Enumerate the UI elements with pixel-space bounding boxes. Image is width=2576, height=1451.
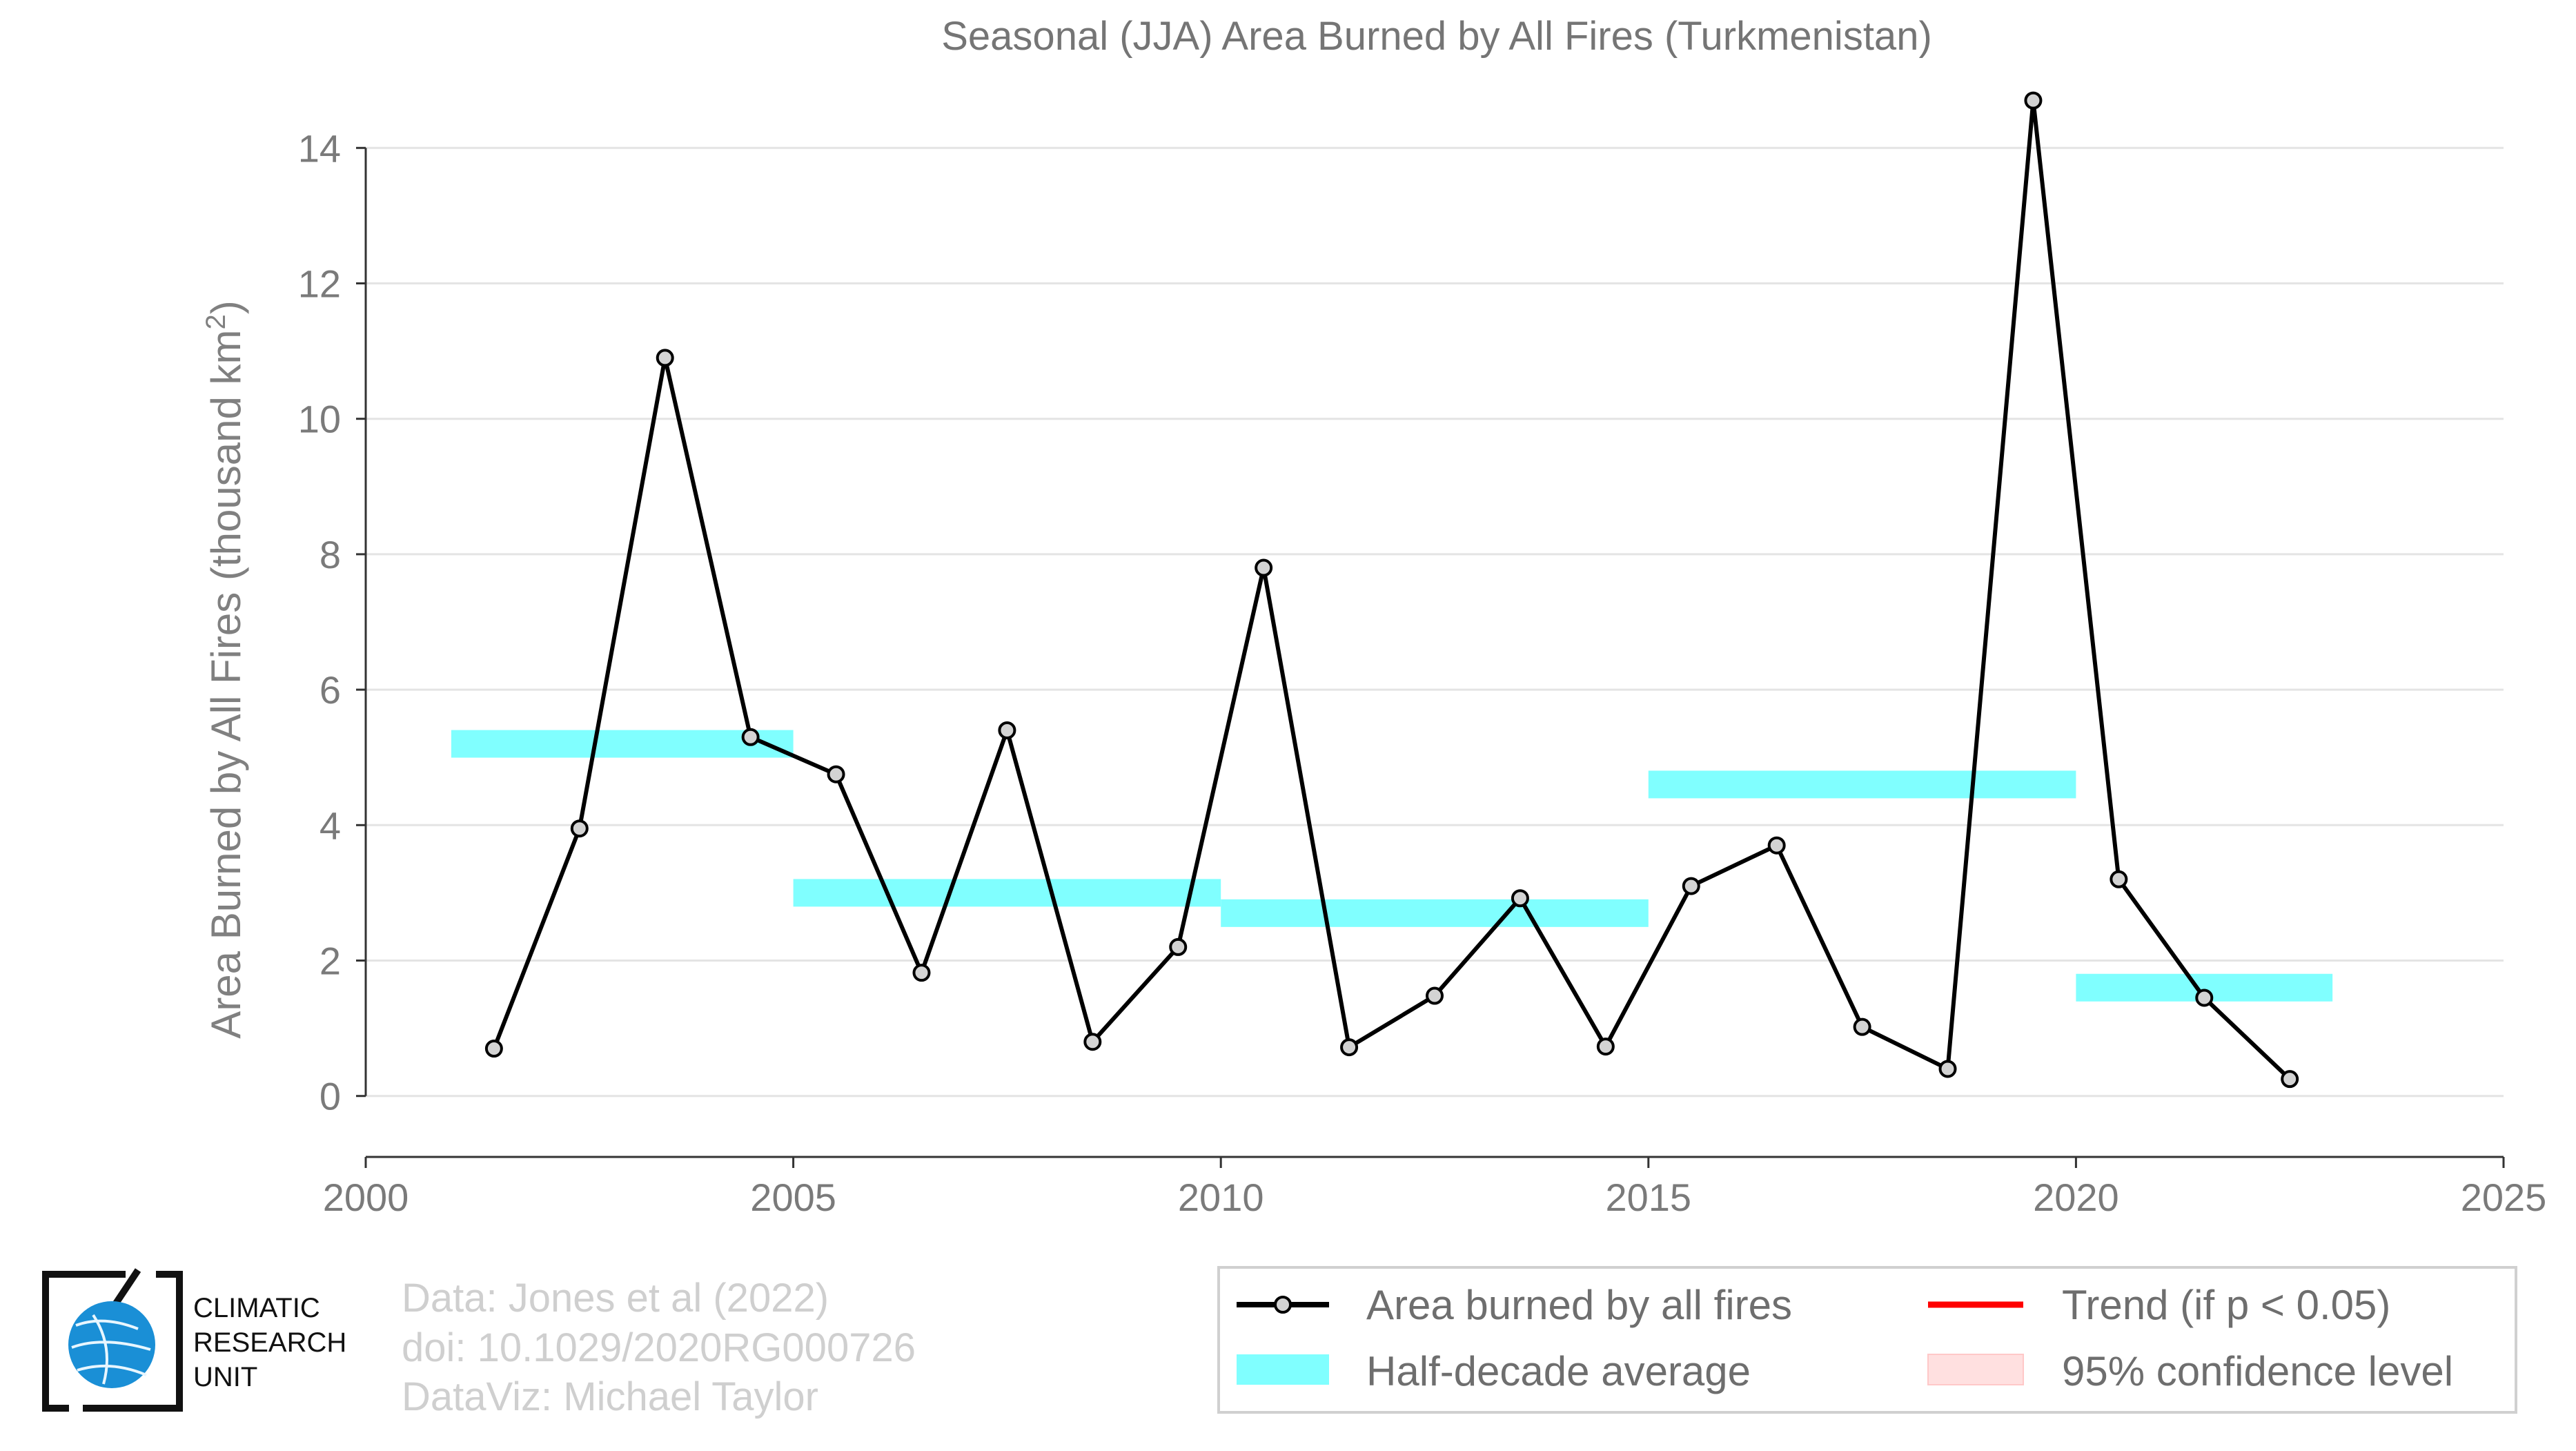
area-burned-point-6 bbox=[998, 721, 1016, 739]
y-tick-label-12: 12 bbox=[298, 262, 341, 305]
area-burned-point-4 bbox=[827, 765, 845, 783]
area-burned-point-18 bbox=[2024, 91, 2043, 110]
half-decade-bar-2 bbox=[1221, 899, 1649, 927]
area-burned-point-5 bbox=[912, 964, 931, 982]
x-tick-label-2025: 2025 bbox=[2461, 1176, 2547, 1219]
x-tick-label-2005: 2005 bbox=[750, 1176, 836, 1219]
area-burned-point-20 bbox=[2195, 989, 2214, 1007]
area-burned-point-15 bbox=[1767, 836, 1786, 855]
area-burned-line bbox=[492, 98, 2292, 1081]
area-burned-point-2 bbox=[656, 349, 674, 367]
area-burned-point-8 bbox=[1169, 937, 1188, 956]
x-tick-label-2020: 2020 bbox=[2033, 1176, 2119, 1219]
y-tick-label-10: 10 bbox=[298, 398, 341, 441]
area-burned-point-1 bbox=[570, 819, 589, 838]
legend-swatch-half-decade bbox=[1237, 1354, 1329, 1385]
area-burned-point-17 bbox=[1938, 1060, 1957, 1078]
chart-title: Seasonal (JJA) Area Burned by All Fires … bbox=[941, 14, 1932, 59]
legend-swatch-confidence bbox=[1927, 1354, 2024, 1385]
logo-bracket-left bbox=[42, 1271, 126, 1412]
y-axis: 0 2 4 6 8 10 12 14 bbox=[298, 126, 367, 1118]
y-axis-label: Area Burned by All Fires (thousand km2) bbox=[201, 300, 249, 1038]
area-burned-point-9 bbox=[1255, 558, 1273, 577]
area-burned-point-0 bbox=[484, 1040, 503, 1058]
legend-label-confidence: 95% confidence level bbox=[2062, 1348, 2453, 1394]
y-tick-label-14: 14 bbox=[298, 126, 341, 170]
credit-dataviz: DataViz: Michael Taylor bbox=[402, 1374, 818, 1419]
area-burned-point-10 bbox=[1340, 1038, 1359, 1057]
legend-frame bbox=[1217, 1266, 2517, 1414]
half-decade-bar-0 bbox=[451, 730, 794, 758]
area-burned-point-21 bbox=[2281, 1070, 2299, 1089]
grid-lines bbox=[366, 146, 2504, 1098]
area-burned-point-3 bbox=[741, 728, 760, 746]
area-burned-point-14 bbox=[1682, 877, 1700, 895]
legend: Area burned by all fires Trend (if p < 0… bbox=[1217, 1266, 2517, 1414]
y-axis-label-sup: 2 bbox=[201, 314, 231, 329]
area-burned-point-11 bbox=[1426, 986, 1444, 1005]
logo-text-unit: UNIT bbox=[193, 1362, 257, 1392]
legend-label-trend: Trend (if p < 0.05) bbox=[2062, 1282, 2390, 1328]
area-burned-point-7 bbox=[1083, 1033, 1102, 1051]
y-tick-label-2: 2 bbox=[319, 939, 341, 983]
logo-bracket-right bbox=[83, 1271, 183, 1412]
legend-label-area-burned: Area burned by all fires bbox=[1366, 1282, 1792, 1328]
half-decade-bar-1 bbox=[793, 879, 1221, 907]
area-burned-series bbox=[484, 91, 2299, 1089]
y-tick-label-4: 4 bbox=[319, 804, 341, 847]
logo-text-research: RESEARCH bbox=[193, 1327, 346, 1358]
credit-doi: doi: 10.1029/2020RG000726 bbox=[402, 1325, 916, 1370]
cru-logo: CLIMATIC RESEARCH UNIT bbox=[42, 1268, 346, 1412]
credit-data: Data: Jones et al (2022) bbox=[402, 1276, 829, 1321]
y-axis-label-main: Area Burned by All Fires (thousand km bbox=[203, 330, 249, 1039]
x-axis: 2000 2005 2010 2015 2020 2025 bbox=[323, 1156, 2547, 1219]
x-tick-label-2000: 2000 bbox=[323, 1176, 409, 1219]
logo-globe-lines bbox=[71, 1314, 151, 1385]
y-tick-label-8: 8 bbox=[319, 533, 341, 576]
x-tick-label-2015: 2015 bbox=[1606, 1176, 1692, 1219]
x-tick-label-2010: 2010 bbox=[1178, 1176, 1264, 1219]
area-burned-point-19 bbox=[2110, 870, 2128, 888]
area-burned-point-12 bbox=[1511, 889, 1529, 908]
area-burned-point-16 bbox=[1853, 1017, 1871, 1036]
half-decade-bar-3 bbox=[1648, 770, 2076, 799]
y-axis-label-close: ) bbox=[203, 300, 249, 314]
legend-marker-area-burned bbox=[1274, 1296, 1292, 1314]
y-tick-label-0: 0 bbox=[319, 1075, 341, 1118]
area-burned-point-13 bbox=[1596, 1038, 1615, 1056]
logo-text-climatic: CLIMATIC bbox=[193, 1293, 320, 1323]
legend-label-half-decade: Half-decade average bbox=[1366, 1348, 1751, 1394]
y-tick-label-6: 6 bbox=[319, 668, 341, 712]
